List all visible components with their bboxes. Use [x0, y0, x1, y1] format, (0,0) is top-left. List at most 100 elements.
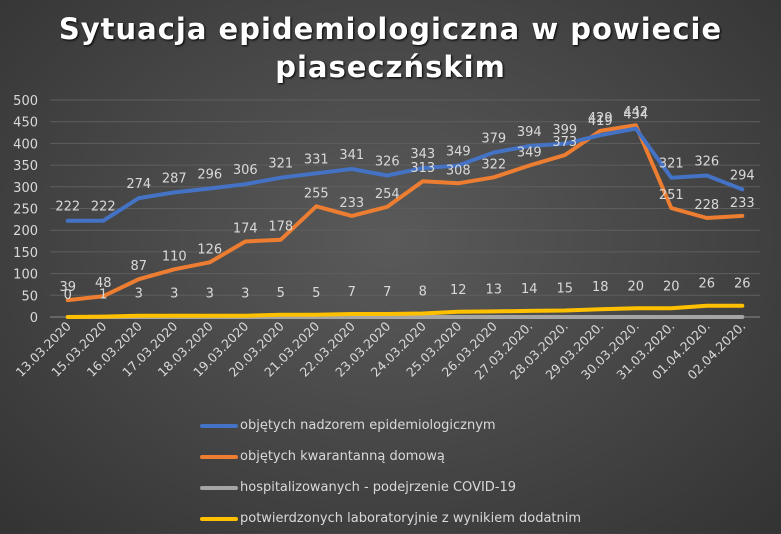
legend-label-nadzor: objętych nadzorem epidemiologicznym: [240, 418, 496, 433]
data-label-s1: 48: [95, 276, 112, 291]
data-label-s3: 26: [698, 277, 715, 292]
data-label-s3: 3: [170, 287, 178, 302]
legend-item-nadzor[interactable]: objętych nadzorem epidemiologicznym: [200, 410, 581, 441]
data-label-s1: 322: [481, 157, 506, 172]
data-point-s0-2: [138, 198, 139, 199]
data-point-s0-9: [387, 175, 388, 176]
data-point-s1-16: [635, 125, 636, 126]
y-tick-label: 350: [13, 159, 38, 174]
data-label-s3: 8: [419, 285, 427, 300]
data-point-s1-10: [422, 181, 423, 182]
legend-swatch-nadzor: [200, 423, 238, 428]
data-label-s3: 26: [734, 277, 751, 292]
data-point-s3-18: [706, 305, 707, 306]
data-point-s0-6: [280, 177, 281, 178]
y-tick-label: 0: [30, 311, 38, 326]
data-point-s2-12: [493, 317, 494, 318]
data-label-s1: 174: [233, 221, 258, 236]
series-lines: [65, 123, 745, 319]
legend-item-potwierdzeni[interactable]: potwierdzonych laboratoryjnie z wynikiem…: [200, 503, 581, 534]
data-point-s2-11: [458, 317, 459, 318]
data-point-s0-16: [635, 128, 636, 129]
data-label-s0: 296: [197, 168, 222, 183]
x-axis: 13.03.202015.03.202016.03.202017.03.2020…: [13, 318, 749, 382]
chart-title: Sytuacja epidemiologiczna w powiecie pia…: [0, 10, 781, 86]
series-line-3: [65, 303, 745, 319]
data-point-s3-16: [635, 308, 636, 309]
data-point-s2-8: [351, 317, 352, 318]
data-label-s0: 306: [233, 163, 258, 178]
data-label-s3: 18: [592, 280, 609, 295]
data-label-s3: 20: [663, 279, 680, 294]
data-point-s3-8: [351, 313, 352, 314]
data-label-s0: 321: [659, 157, 684, 172]
data-point-s1-7: [316, 206, 317, 207]
data-point-s1-12: [493, 177, 494, 178]
data-label-s3: 3: [135, 287, 143, 302]
data-point-s1-15: [600, 130, 601, 131]
data-label-s3: 5: [312, 286, 320, 301]
data-label-s1: 254: [375, 187, 400, 202]
data-label-s0: 349: [446, 145, 471, 160]
data-label-s1: 429: [588, 111, 613, 126]
data-point-s3-11: [458, 311, 459, 312]
y-tick-label: 100: [13, 268, 38, 283]
data-label-s3: 7: [383, 285, 391, 300]
data-point-s0-15: [600, 135, 601, 136]
data-point-s3-9: [387, 313, 388, 314]
data-label-s1: 255: [304, 186, 329, 201]
data-label-s3: 20: [627, 279, 644, 294]
data-label-s1: 251: [659, 188, 684, 203]
data-label-s1: 110: [162, 249, 187, 264]
data-point-s2-17: [671, 317, 672, 318]
data-label-s3: 13: [485, 282, 502, 297]
data-point-s3-15: [600, 309, 601, 310]
data-label-s1: 228: [694, 198, 719, 213]
data-point-s3-1: [103, 316, 104, 317]
data-label-s3: 1: [99, 288, 107, 303]
data-point-s2-18: [706, 317, 707, 318]
y-tick-label: 50: [21, 289, 38, 304]
data-point-s0-1: [103, 220, 104, 221]
data-point-s0-17: [671, 177, 672, 178]
data-label-s3: 3: [241, 287, 249, 302]
legend-item-hospitalizowani[interactable]: hospitalizowanych - podejrzenie COVID-19: [200, 472, 581, 503]
data-point-s0-3: [174, 192, 175, 193]
data-point-s3-13: [529, 310, 530, 311]
series-line-0: [65, 126, 745, 223]
data-label-s0: 326: [694, 155, 719, 170]
data-label-s0: 321: [268, 157, 293, 172]
data-label-s1: 349: [517, 146, 542, 161]
data-point-s3-7: [316, 314, 317, 315]
data-point-s2-13: [529, 317, 530, 318]
y-tick-label: 500: [13, 94, 38, 109]
data-point-s1-6: [280, 239, 281, 240]
data-point-s3-4: [209, 315, 210, 316]
data-point-s1-11: [458, 183, 459, 184]
legend-swatch-hospitalizowani: [200, 485, 238, 490]
y-tick-label: 450: [13, 116, 38, 131]
data-label-s1: 178: [268, 220, 293, 235]
data-point-s3-19: [742, 305, 743, 306]
y-tick-label: 150: [13, 246, 38, 261]
data-label-s1: 373: [552, 135, 577, 150]
data-label-s1: 233: [339, 196, 364, 211]
data-point-s3-17: [671, 308, 672, 309]
data-point-s3-5: [245, 315, 246, 316]
data-point-s0-0: [67, 220, 68, 221]
chart-title-line-1: Sytuacja epidemiologiczna w powiecie: [58, 12, 723, 46]
data-point-s3-3: [174, 315, 175, 316]
legend-swatch-kwarantanna: [200, 454, 238, 459]
data-label-s3: 0: [64, 288, 72, 303]
data-label-s1: 39: [59, 280, 76, 295]
data-label-s1: 442: [623, 105, 648, 120]
data-point-s1-17: [671, 208, 672, 209]
data-label-s1: 233: [730, 196, 755, 211]
legend-item-kwarantanna[interactable]: objętych kwarantanną domową: [200, 441, 581, 472]
data-label-s0: 419: [588, 114, 613, 129]
y-axis: 0 50 100 150 200 250 300 350 400 450 500: [13, 94, 38, 326]
data-point-s3-10: [422, 313, 423, 314]
data-label-s0: 331: [304, 152, 329, 167]
data-point-s1-5: [245, 241, 246, 242]
